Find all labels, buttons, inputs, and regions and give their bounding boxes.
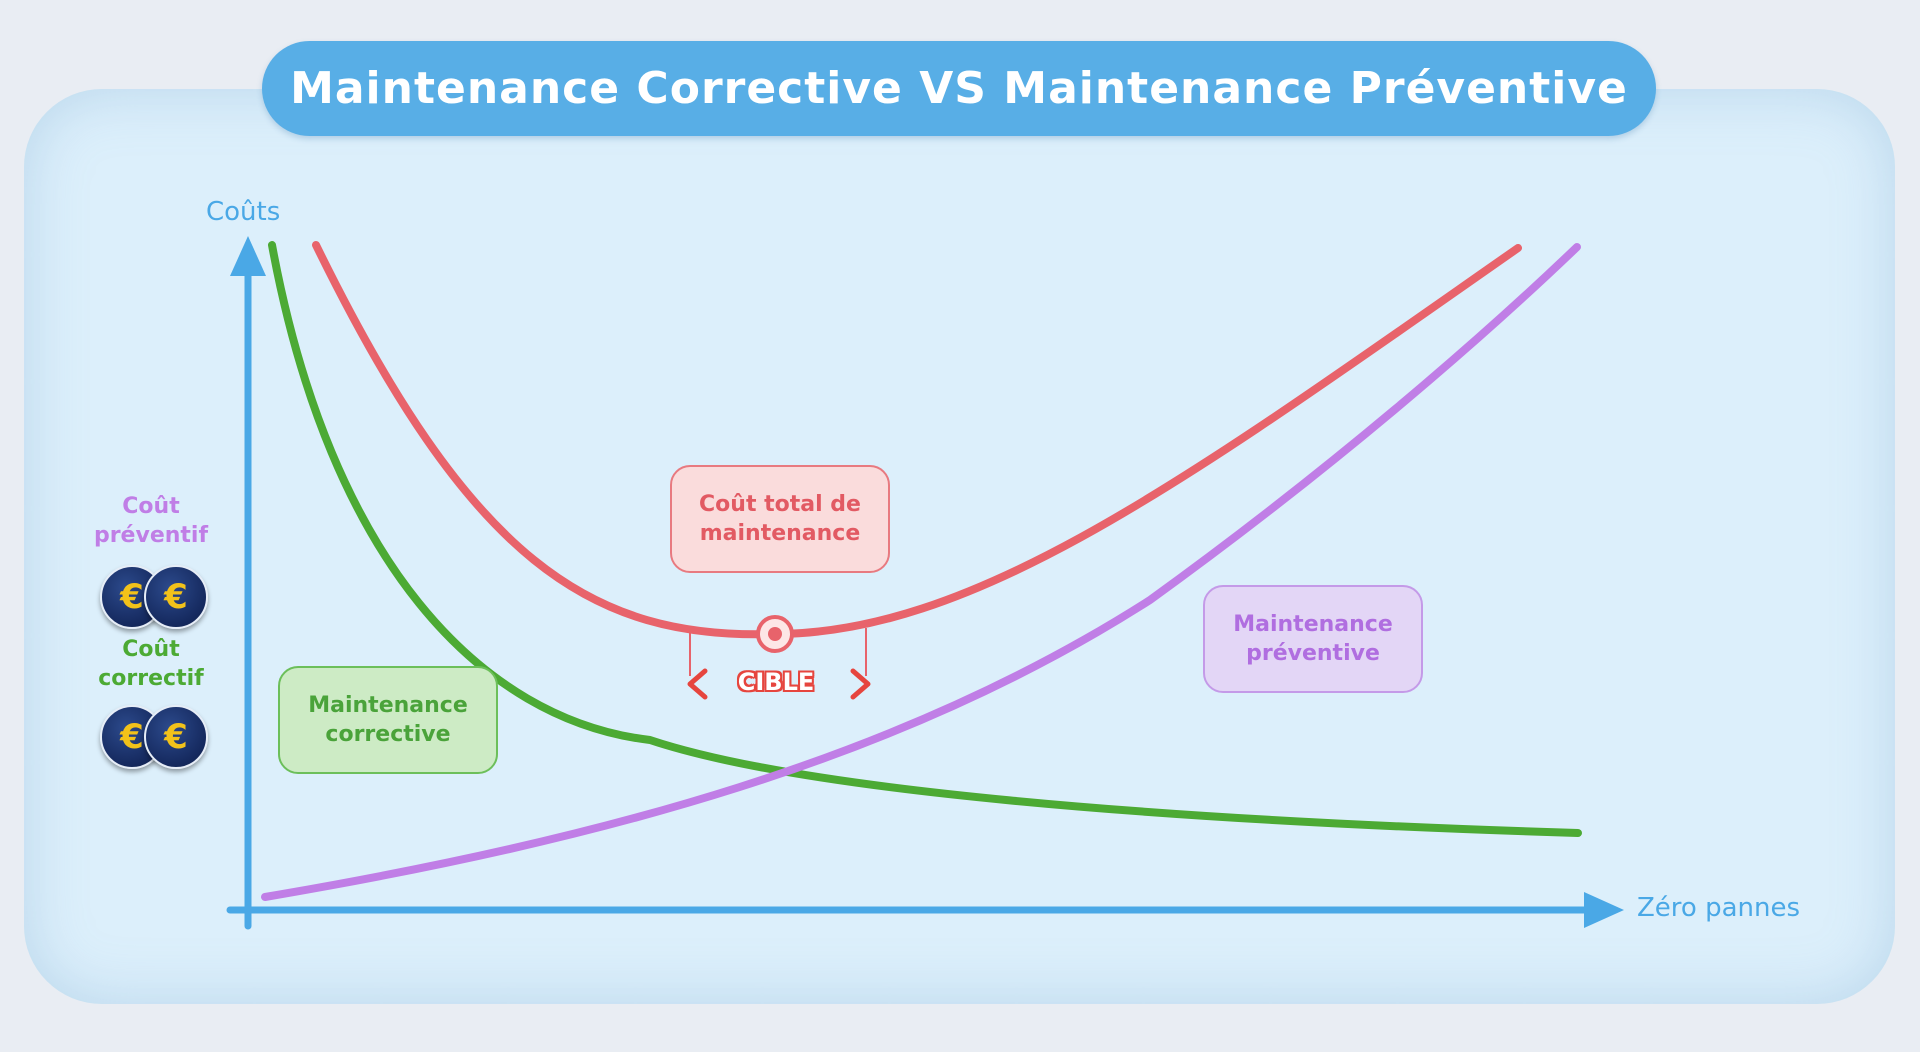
- corrective-box: Maintenance corrective: [278, 666, 498, 774]
- preventive-coins: € €: [100, 565, 210, 629]
- total-cost-curve: [312, 241, 1522, 639]
- title-bar: Maintenance Corrective VS Maintenance Pr…: [262, 41, 1656, 136]
- right-arrow-icon: [850, 668, 871, 700]
- target-label: CIBLE: [737, 668, 815, 696]
- corrective-coins: € €: [100, 705, 210, 769]
- y-axis-arrowhead: [230, 236, 266, 276]
- x-axis-label: Zéro pannes: [1637, 893, 1801, 923]
- left-arrow-icon: [687, 668, 708, 700]
- target-marker: [687, 615, 871, 700]
- preventive-curve: [261, 243, 1581, 901]
- page-title: Maintenance Corrective VS Maintenance Pr…: [290, 63, 1628, 114]
- corrective-curve: [268, 241, 1582, 837]
- diagram-panel: [24, 89, 1895, 1004]
- preventive-cost-label: Coût préventif: [93, 494, 209, 548]
- y-axis-label: Coûts: [206, 197, 281, 227]
- euro-coin-icon: €: [144, 705, 208, 769]
- x-axis-arrowhead: [1584, 892, 1624, 928]
- preventive-box: Maintenance préventive: [1203, 585, 1423, 693]
- total-cost-box: Coût total de maintenance: [670, 465, 890, 573]
- corrective-cost-label: Coût correctif: [98, 637, 204, 691]
- euro-coin-icon: €: [144, 565, 208, 629]
